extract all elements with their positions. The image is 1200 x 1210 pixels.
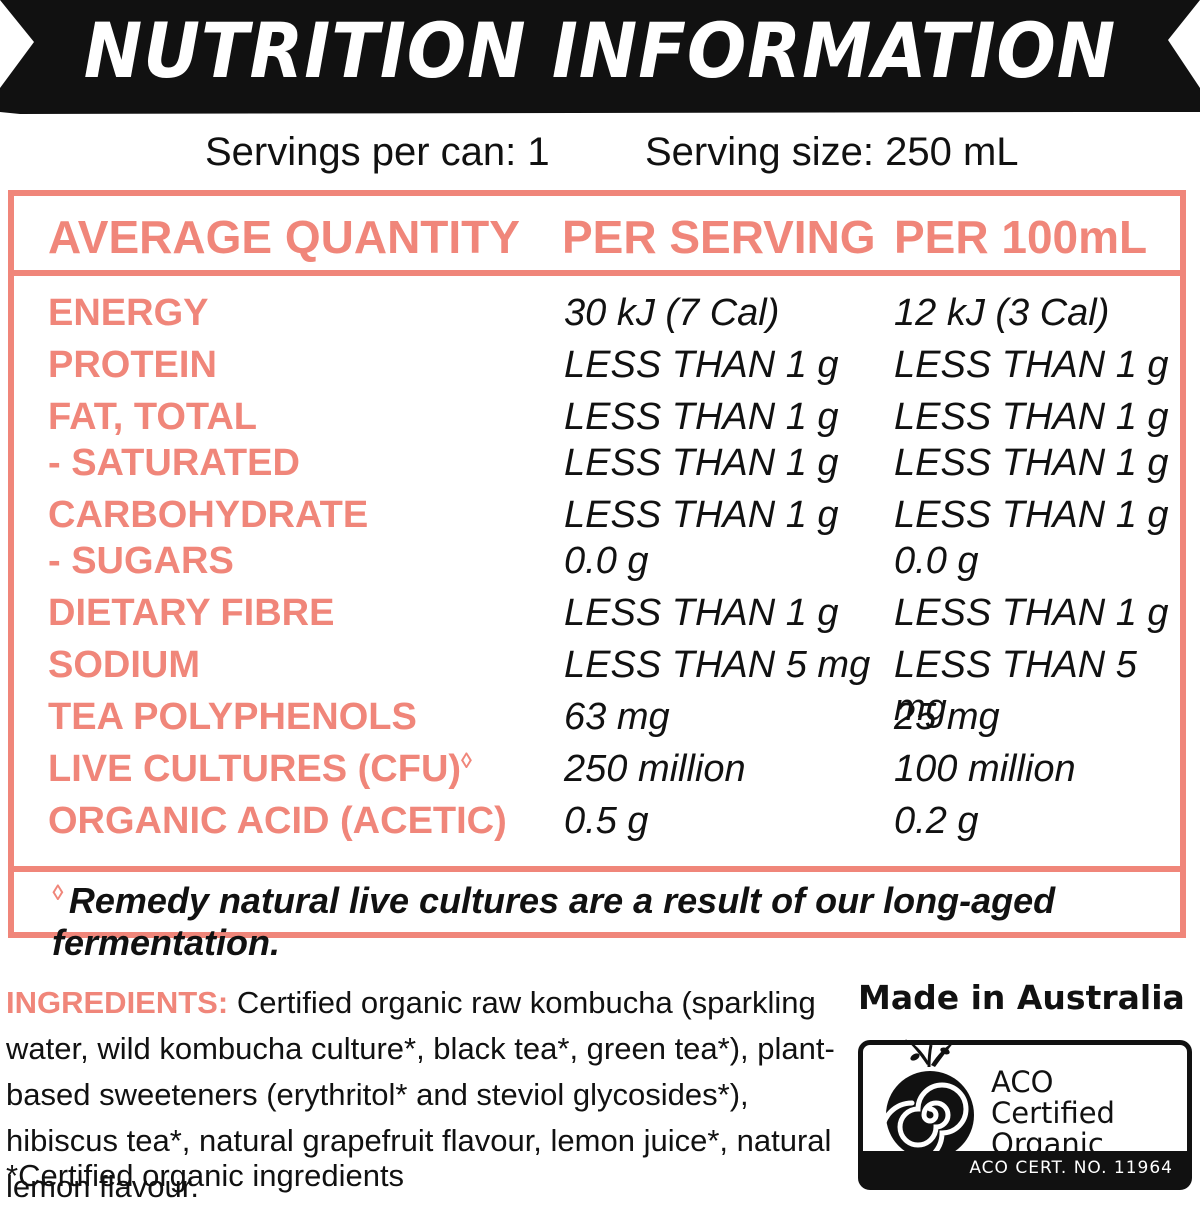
table-row-sugars: - SUGARS 0.0 g 0.0 g [14,540,1180,592]
table-row-protein: PROTEIN LESS THAN 1 g LESS THAN 1 g [14,344,1180,396]
header-per-100ml: PER 100mL [894,211,1148,263]
row-label: FAT, TOTAL [48,396,257,438]
ingredients-block: INGREDIENTS: Certified organic raw kombu… [6,980,836,1210]
title-banner: NUTRITION INFORMATION [0,0,1200,130]
row-label: DIETARY FIBRE [48,592,335,634]
footnote-marker: ◊ [52,880,63,905]
row-label: PROTEIN [48,344,217,386]
certified-organic-note: *Certified organic ingredients [6,1158,405,1193]
table-row-live-cultures: LIVE CULTURES (CFU)◊ 250 million 100 mil… [14,748,1180,800]
aco-swirl-icon [879,1039,974,1165]
row-per-100ml: 0.0 g [894,540,979,582]
row-per-serving: 63 mg [564,696,670,738]
table-row-organic-acid: ORGANIC ACID (ACETIC) 0.5 g 0.2 g [14,800,1180,852]
table-row-fat-total: FAT, TOTAL LESS THAN 1 g LESS THAN 1 g [14,396,1180,448]
row-per-serving: LESS THAN 1 g [564,344,839,386]
table-row-energy: ENERGY 30 kJ (7 Cal) 12 kJ (3 Cal) [14,292,1180,344]
banner-ribbon [0,0,1200,114]
nutrition-table: AVERAGE QUANTITY PER SERVING PER 100mL E… [8,190,1186,963]
row-per-100ml: LESS THAN 1 g [894,442,1169,484]
row-per-100ml: LESS THAN 1 g [894,344,1169,386]
row-label: ENERGY [48,292,209,334]
row-per-serving: LESS THAN 1 g [564,442,839,484]
row-per-serving: 0.0 g [564,540,649,582]
row-per-100ml: 12 kJ (3 Cal) [894,292,1110,334]
table-row-tea-polyphenols: TEA POLYPHENOLS 63 mg 25 mg [14,696,1180,748]
serving-info: Servings per can: 1 Serving size: 250 mL [0,130,1200,180]
aco-line: ACO [991,1065,1054,1099]
footnote-marker: ◊ [461,748,472,773]
aco-line: Certified [991,1096,1115,1130]
table-header-row: AVERAGE QUANTITY PER SERVING PER 100mL [14,196,1180,276]
row-per-serving: LESS THAN 1 g [564,494,839,536]
row-per-serving: LESS THAN 1 g [564,592,839,634]
row-per-100ml: 100 million [894,748,1076,790]
footnote: ◊ Remedy natural live cultures are a resu… [52,880,1180,964]
table-row-carbohydrate: CARBOHYDRATE LESS THAN 1 g LESS THAN 1 g [14,494,1180,546]
table-row-dietary-fibre: DIETARY FIBRE LESS THAN 1 g LESS THAN 1 … [14,592,1180,644]
table-row-saturated: - SATURATED LESS THAN 1 g LESS THAN 1 g [14,442,1180,494]
row-per-serving: 0.5 g [564,800,649,842]
row-label: SODIUM [48,644,200,686]
row-per-100ml: LESS THAN 5 mg [894,644,1137,729]
row-label: CARBOHYDRATE [48,494,369,536]
ingredients-heading: INGREDIENTS: [6,985,229,1020]
row-label: ORGANIC ACID (ACETIC) [48,800,507,842]
aco-cert-number: ACO CERT. NO. 11964 [863,1151,1187,1185]
row-label: TEA POLYPHENOLS [48,696,417,738]
row-per-100ml: LESS THAN 1 g [894,494,1169,536]
made-in-australia: Made in Australia [858,978,1185,1017]
row-per-serving: 250 million [564,748,746,790]
row-label: LIVE CULTURES (CFU)◊ [48,748,472,791]
header-per-serving: PER SERVING [562,211,876,263]
page-title: NUTRITION INFORMATION [83,6,1117,95]
row-per-100ml: LESS THAN 1 g [894,396,1169,438]
row-per-100ml: LESS THAN 1 g [894,592,1169,634]
header-average-quantity: AVERAGE QUANTITY [48,211,520,263]
row-per-serving: 30 kJ (7 Cal) [564,292,780,334]
table-row-sodium: SODIUM LESS THAN 5 mg LESS THAN 5 mg [14,644,1180,729]
footnote-text: Remedy natural live cultures are a resul… [52,880,1056,963]
row-per-100ml: 25 mg [894,696,1000,738]
aco-certification-logo: ACO Certified Organic ACO CERT. NO. 1196… [858,1039,1192,1190]
row-per-serving: LESS THAN 5 mg [564,644,871,686]
aco-text: ACO Certified Organic [991,1067,1115,1160]
row-per-100ml: 0.2 g [894,800,979,842]
row-per-serving: LESS THAN 1 g [564,396,839,438]
row-label: - SUGARS [48,540,234,582]
row-label: - SATURATED [48,442,300,484]
serving-size: Serving size: 250 mL [645,130,1019,174]
servings-per-can: Servings per can: 1 [205,130,550,174]
table-footnote-row: ◊ Remedy natural live cultures are a resu… [14,866,1180,963]
row-label-text: LIVE CULTURES (CFU) [48,748,462,790]
ingredients-text: Certified organic raw kombucha (sparklin… [6,985,835,1204]
